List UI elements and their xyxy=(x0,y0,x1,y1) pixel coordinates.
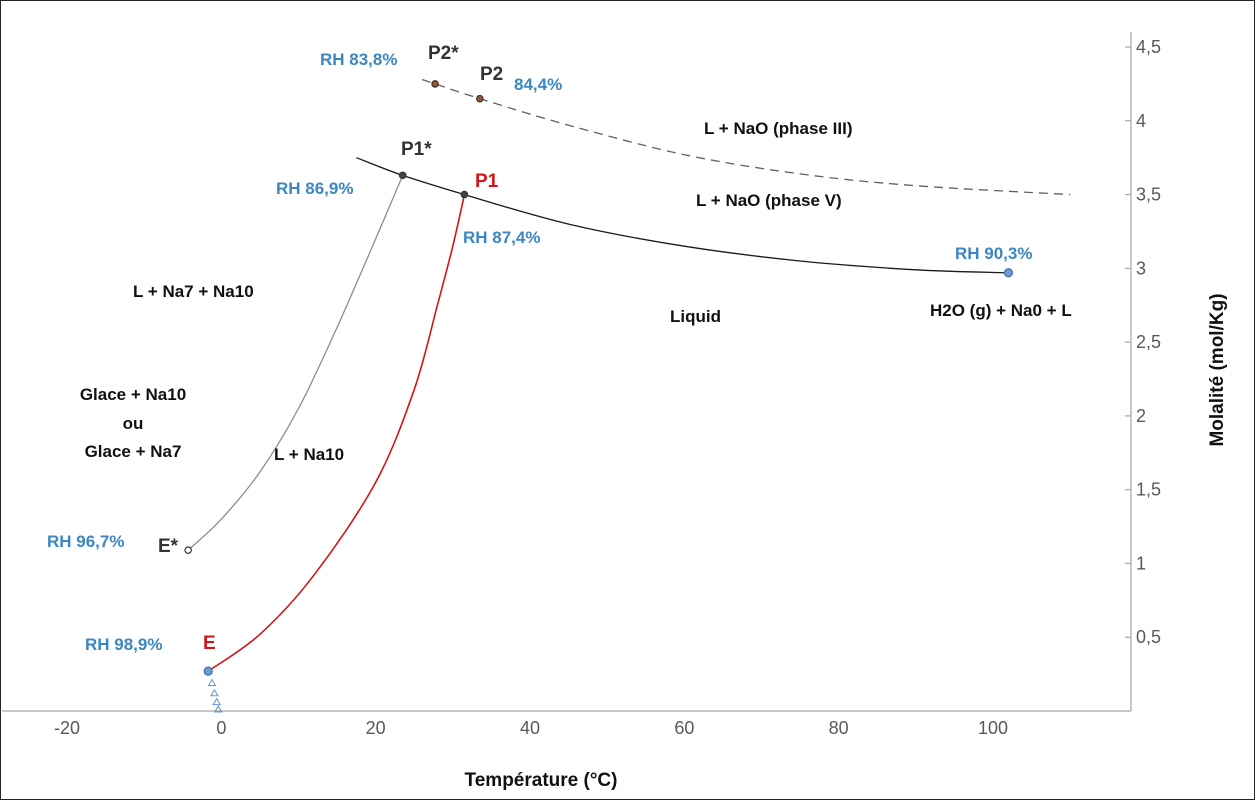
triangle-marker xyxy=(213,705,223,713)
y-tick-label: 1 xyxy=(1136,553,1146,573)
rh-p2-star: RH 83,8% xyxy=(320,50,397,69)
point-marker xyxy=(398,171,407,180)
x-tick-label: 20 xyxy=(366,718,386,738)
y-tick-label: 0,5 xyxy=(1136,627,1161,647)
y-tick-label: 4 xyxy=(1136,111,1146,131)
y-tick-label: 2 xyxy=(1136,406,1146,426)
point-marker xyxy=(431,80,439,88)
x-tick-labels: -20 0 20 40 60 80 100 xyxy=(54,718,1008,738)
rh-e: RH 98,9% xyxy=(85,635,162,654)
region-glace-line-2: ou xyxy=(123,414,144,433)
label-p2-star: P2* xyxy=(428,43,459,64)
series-line-3 xyxy=(187,175,404,551)
region-glace-line-3: Glace + Na7 xyxy=(85,442,182,461)
label-e: E xyxy=(203,633,216,654)
series-layer xyxy=(187,78,1071,713)
x-tick-label: 80 xyxy=(829,718,849,738)
triangle-marker xyxy=(210,688,219,697)
x-tick-label: 40 xyxy=(520,718,540,738)
triangle-marker xyxy=(212,697,222,706)
x-tick-label: 60 xyxy=(674,718,694,738)
point-marker xyxy=(460,190,469,199)
axes-layer xyxy=(2,32,1132,712)
y-tick-label: 3 xyxy=(1136,258,1146,278)
label-p2: P2 xyxy=(480,64,503,85)
region-liquid: Liquid xyxy=(670,307,721,326)
y-tick-label: 4,5 xyxy=(1136,37,1161,57)
rh-e-star: RH 96,7% xyxy=(47,532,124,551)
label-p1: P1 xyxy=(475,171,499,192)
x-tick-label: 100 xyxy=(978,718,1008,738)
series-line-2 xyxy=(356,157,1009,274)
y-tick-label: 3,5 xyxy=(1136,185,1161,205)
region-phase-iii: L + NaO (phase III) xyxy=(704,119,852,138)
points-layer xyxy=(184,80,1014,676)
y-tick-label: 2,5 xyxy=(1136,332,1161,352)
region-glace-line-1: Glace + Na10 xyxy=(80,385,186,404)
point-marker xyxy=(203,666,213,676)
label-e-star: E* xyxy=(158,536,179,557)
point-marker xyxy=(184,546,192,554)
series-line-4 xyxy=(207,194,466,672)
y-tick-label: 1,5 xyxy=(1136,480,1161,500)
y-axis-title: Molalité (mol/Kg) xyxy=(1207,293,1228,446)
triangle-marker xyxy=(207,678,217,686)
region-phase-v: L + NaO (phase V) xyxy=(696,191,842,210)
x-axis-title: Température (°C) xyxy=(465,770,618,791)
region-na10: L + Na10 xyxy=(274,445,344,464)
rh-p1-star: RH 86,9% xyxy=(276,179,353,198)
region-na7-na10: L + Na7 + Na10 xyxy=(133,282,254,301)
point-marker xyxy=(476,94,484,103)
rh-p1: RH 87,4% xyxy=(463,228,540,247)
label-p1-star: P1* xyxy=(401,139,432,160)
rh-end: RH 90,3% xyxy=(955,244,1032,263)
series-line-1 xyxy=(421,78,1071,196)
rh-p2: 84,4% xyxy=(514,75,562,94)
y-tick-labels: 0,5 1 1,5 2 2,5 3 3,5 4 4,5 xyxy=(1125,37,1161,647)
region-h2o: H2O (g) + Na0 + L xyxy=(930,301,1072,320)
point-marker xyxy=(1003,268,1014,278)
x-tick-label: -20 xyxy=(54,718,80,738)
x-tick-label: 0 xyxy=(216,718,226,738)
